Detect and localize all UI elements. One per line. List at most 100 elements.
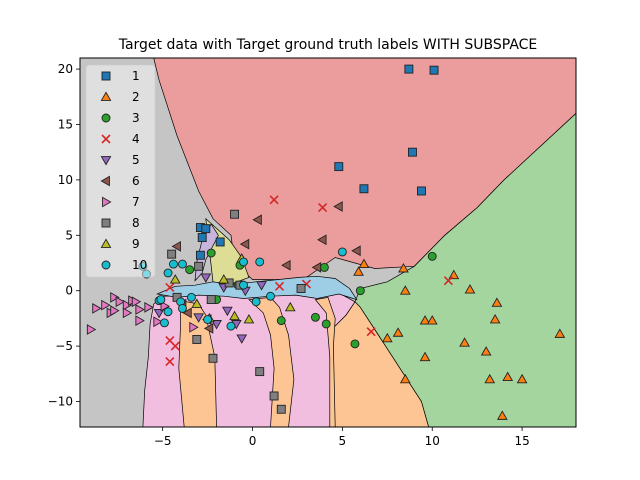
series-4 — [165, 195, 453, 367]
legend-label-5: 5 — [132, 153, 140, 167]
point-series-6 — [281, 259, 291, 271]
legend-box — [85, 64, 156, 278]
legend-marker-9 — [100, 238, 112, 248]
x-tick-label: 10 — [425, 434, 440, 448]
legend-label-10: 10 — [132, 258, 147, 272]
point-series-3 — [185, 265, 195, 275]
point-series-8 — [255, 367, 265, 377]
chart-title: Target data with Target ground truth lab… — [118, 37, 538, 53]
legend-marker-1 — [101, 71, 111, 81]
legend-marker-8 — [101, 218, 111, 228]
point-series-9 — [229, 310, 240, 321]
point-series-4 — [165, 357, 175, 367]
point-series-2 — [464, 284, 476, 294]
point-series-4 — [274, 281, 285, 291]
point-series-8 — [167, 249, 177, 259]
point-series-7 — [135, 315, 145, 326]
point-series-8 — [230, 209, 240, 219]
point-series-8 — [276, 404, 286, 414]
point-series-10 — [168, 259, 178, 269]
legend-label-8: 8 — [132, 216, 140, 230]
point-series-2 — [381, 332, 393, 343]
point-series-2 — [484, 373, 496, 384]
point-series-7 — [122, 299, 133, 311]
point-series-6 — [351, 245, 361, 257]
decision-regions — [80, 58, 576, 427]
point-series-7 — [144, 301, 154, 313]
legend: 1 2 3 4 5 6 7 8 9 10 — [85, 64, 156, 278]
point-series-2 — [358, 258, 370, 269]
legend-marker-6 — [100, 175, 110, 187]
point-series-5 — [211, 320, 222, 330]
legend-marker-4 — [101, 134, 111, 144]
x-tick-label: 5 — [339, 434, 347, 448]
y-tick-label: 20 — [58, 62, 73, 76]
point-series-1 — [429, 65, 439, 75]
series-10 — [138, 247, 347, 331]
point-series-10 — [186, 292, 196, 302]
point-series-2 — [554, 328, 566, 338]
point-series-1 — [359, 184, 369, 194]
point-series-10 — [251, 297, 261, 307]
point-series-2 — [516, 373, 528, 384]
point-series-9 — [169, 274, 181, 284]
point-series-2 — [496, 410, 508, 420]
point-series-3 — [427, 251, 437, 261]
point-series-5 — [153, 308, 165, 319]
decision-region-7 — [142, 292, 356, 427]
point-series-10 — [160, 318, 169, 328]
point-series-4 — [366, 327, 376, 337]
point-series-6 — [203, 323, 214, 334]
series-8 — [167, 209, 306, 414]
point-series-2 — [502, 371, 514, 382]
point-series-3 — [319, 262, 329, 272]
point-series-6 — [171, 241, 181, 252]
point-series-10 — [203, 315, 213, 324]
legend-marker-3 — [101, 113, 111, 123]
point-series-3 — [321, 319, 331, 329]
point-series-10 — [239, 257, 248, 267]
point-series-10 — [142, 269, 151, 279]
point-series-10 — [163, 268, 173, 278]
y-axis: −10 −5 0 5 10 15 20 — [48, 62, 80, 409]
point-series-1 — [215, 237, 225, 247]
point-series-7 — [110, 305, 120, 317]
point-series-5 — [221, 306, 233, 317]
point-series-10 — [177, 303, 187, 313]
y-tick-label: 0 — [65, 284, 73, 298]
decision-region-2 — [248, 297, 295, 427]
point-series-2 — [489, 314, 501, 324]
x-tick-label: 15 — [514, 434, 529, 448]
point-series-7 — [135, 304, 145, 315]
point-series-1 — [416, 186, 426, 196]
point-series-6 — [182, 307, 192, 319]
point-series-10 — [337, 247, 347, 257]
x-tick-label: −5 — [154, 434, 172, 448]
point-series-2 — [426, 315, 438, 325]
point-series-5 — [256, 281, 267, 291]
point-series-2 — [398, 263, 409, 273]
point-series-10 — [226, 321, 236, 331]
point-series-7 — [115, 296, 126, 308]
point-series-7 — [101, 299, 111, 311]
legend-label-7: 7 — [132, 195, 140, 209]
point-series-2 — [491, 297, 503, 307]
point-series-10 — [138, 261, 148, 271]
point-series-8 — [208, 353, 218, 363]
point-series-2 — [419, 351, 431, 362]
point-series-1 — [197, 233, 207, 242]
point-series-8 — [296, 284, 306, 293]
point-series-6 — [252, 214, 262, 226]
legend-label-1: 1 — [132, 69, 140, 83]
point-series-5 — [200, 273, 212, 283]
point-series-8 — [194, 261, 204, 271]
point-series-1 — [201, 224, 211, 234]
point-series-6 — [333, 201, 343, 212]
point-series-3 — [310, 312, 320, 322]
legend-marker-2 — [100, 91, 112, 101]
point-series-2 — [419, 315, 431, 325]
point-series-4 — [170, 341, 180, 351]
point-series-10 — [255, 257, 265, 267]
x-axis: −5 0 5 10 15 — [154, 427, 530, 448]
